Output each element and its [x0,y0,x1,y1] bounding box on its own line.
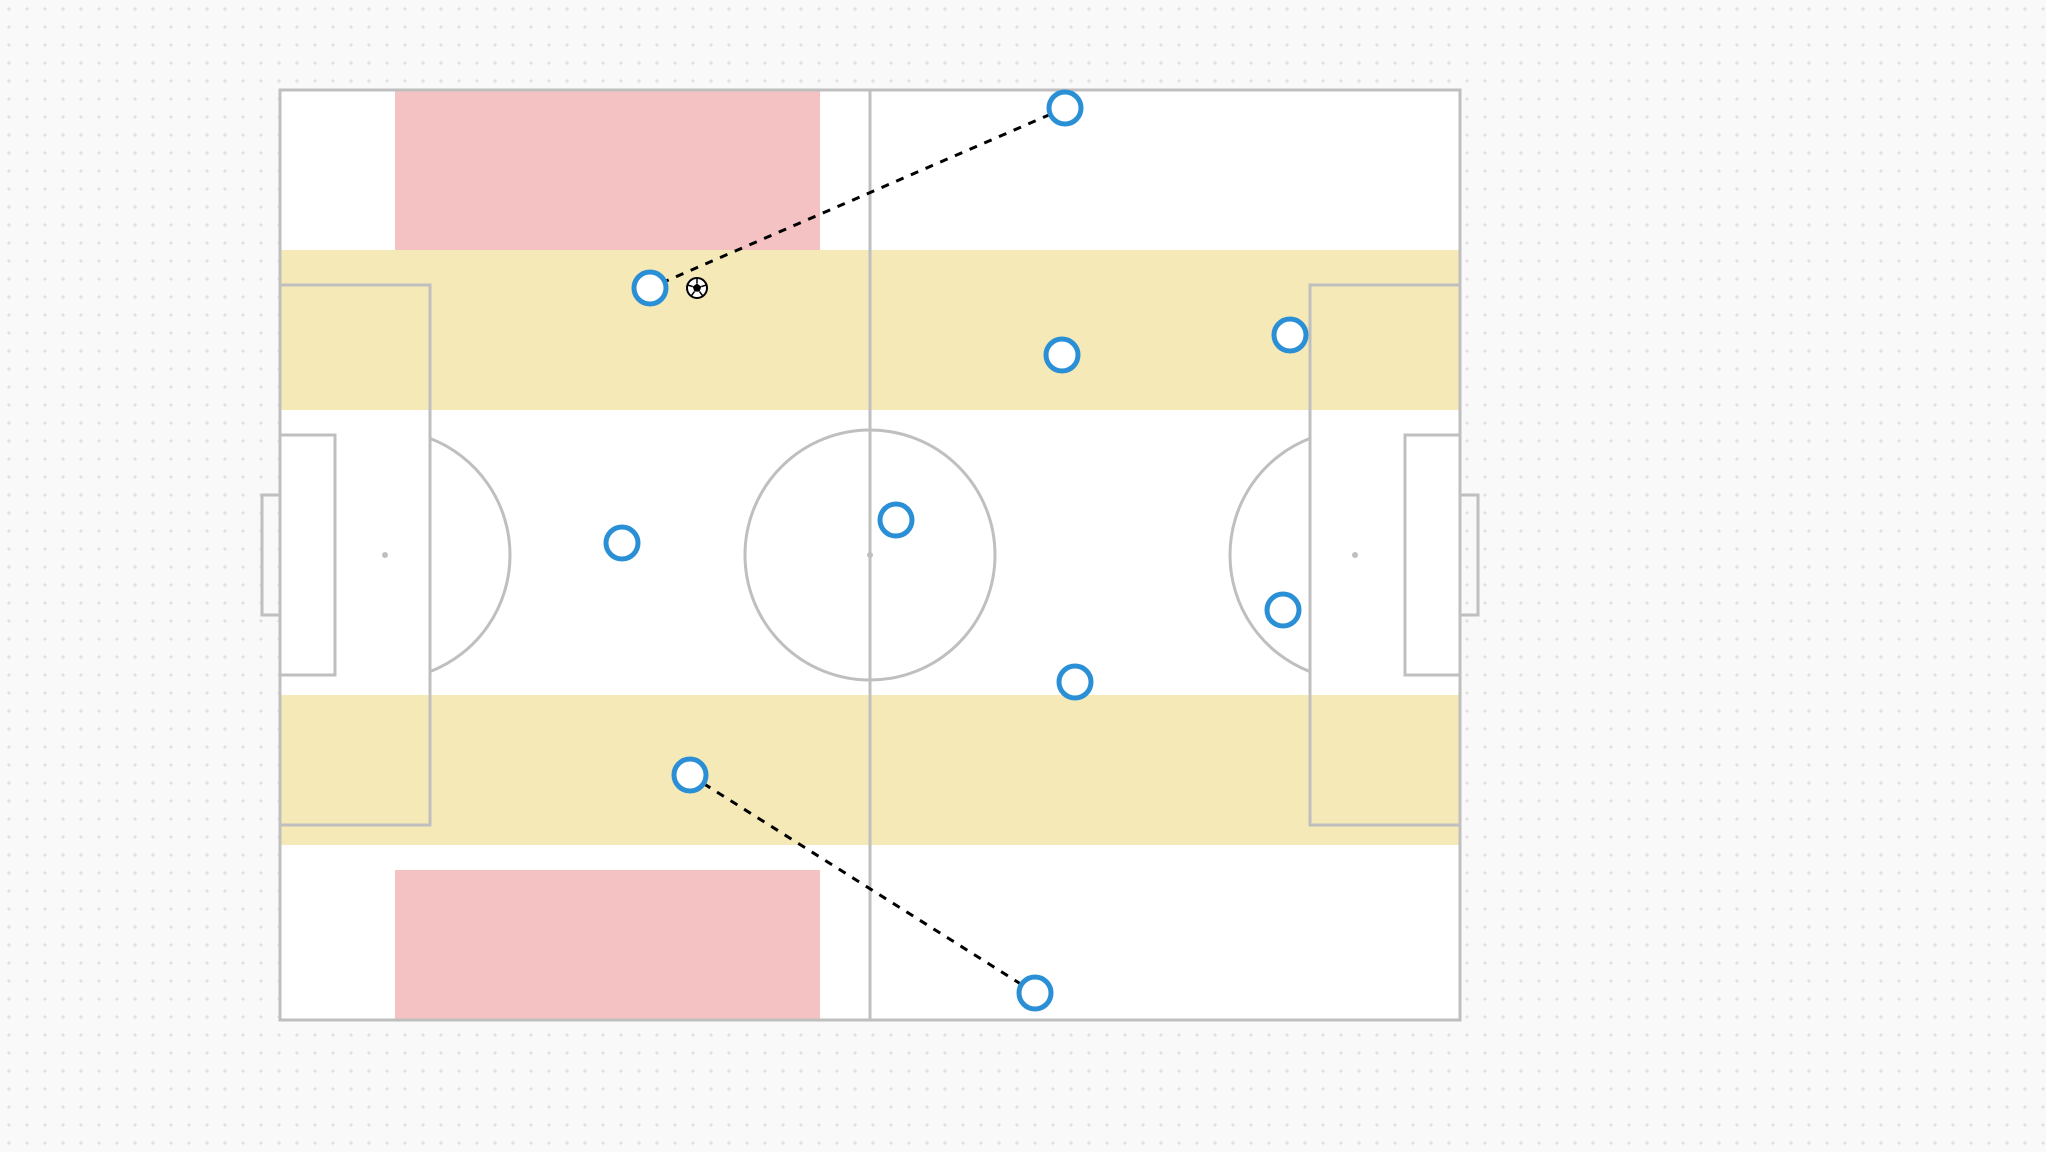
player-marker[interactable] [1049,92,1081,124]
penalty-spot-left [382,552,388,558]
player-marker[interactable] [634,272,666,304]
player-marker[interactable] [606,527,638,559]
penalty-spot-right [1352,552,1358,558]
player-marker[interactable] [1059,666,1091,698]
goal-right [1460,495,1478,615]
zone-red [395,870,820,1020]
player-marker[interactable] [1267,594,1299,626]
player-marker[interactable] [674,759,706,791]
ball-icon [687,278,707,298]
player-marker[interactable] [1019,977,1051,1009]
player-marker[interactable] [1274,319,1306,351]
player-marker[interactable] [880,504,912,536]
zone-red [395,90,820,250]
center-spot [867,552,873,558]
pitch-svg [0,0,2046,1152]
player-marker[interactable] [1046,339,1078,371]
tactics-diagram [0,0,2046,1152]
goal-left [262,495,280,615]
